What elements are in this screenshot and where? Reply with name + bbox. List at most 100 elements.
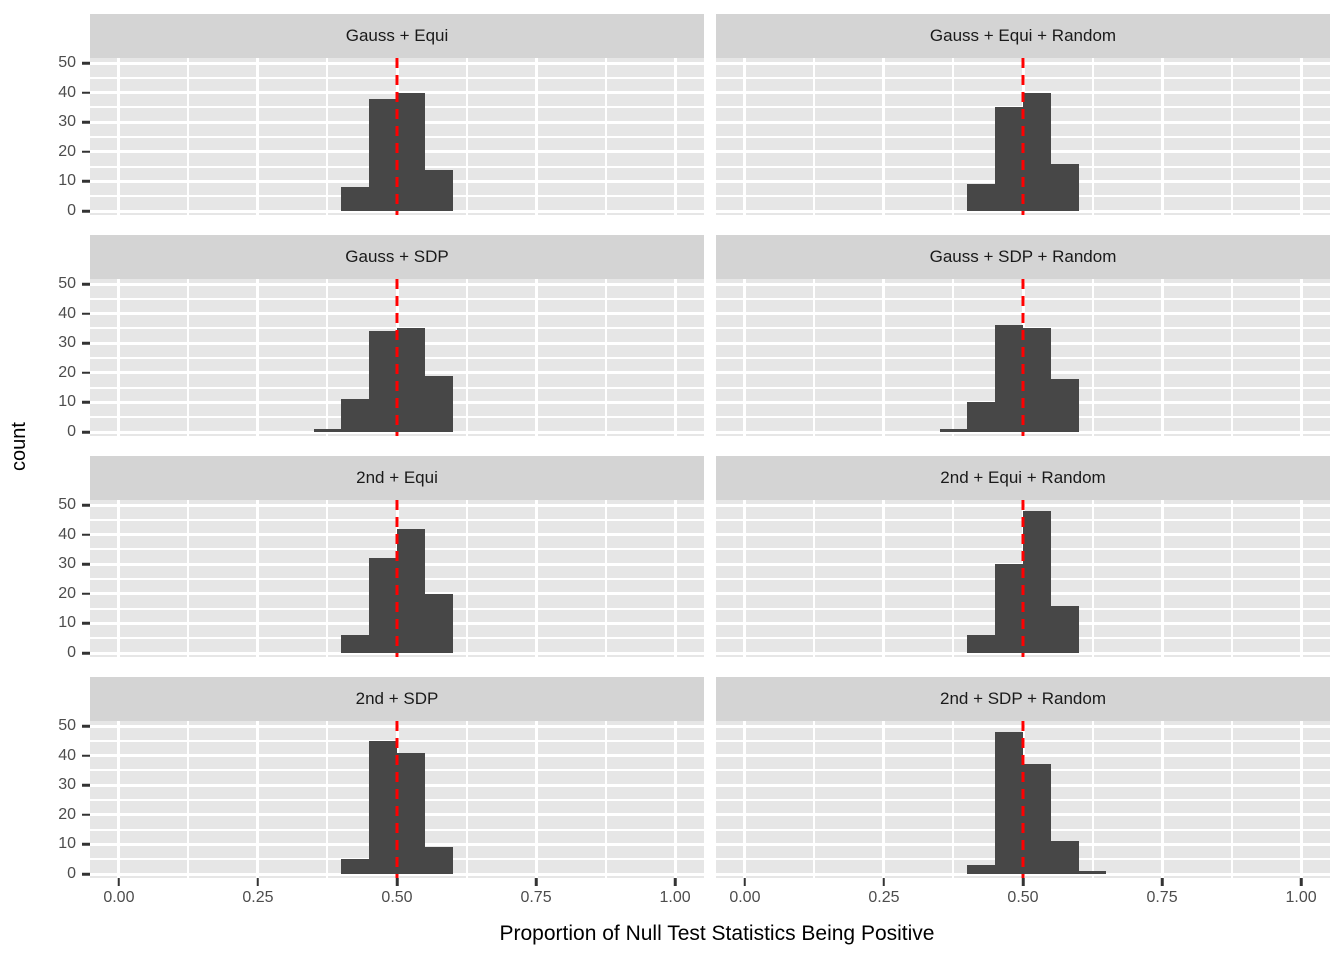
- histogram-bar: [369, 558, 397, 653]
- y-tick-mark: [82, 61, 90, 65]
- y-tick-mark: [82, 371, 90, 375]
- y-tick-label: 20: [58, 584, 76, 602]
- facet-strip: Gauss + SDP: [90, 235, 704, 279]
- y-axis-label-zone: 0 10 20 30 40 50: [38, 275, 90, 440]
- histogram-bar: [995, 107, 1023, 211]
- y-tick-mark: [82, 622, 90, 625]
- y-tick-mark: [82, 592, 90, 596]
- facet-panel: [90, 500, 704, 657]
- major-gridline-v: [673, 279, 677, 436]
- facet-panel: [90, 721, 704, 878]
- y-tick-mark: [82, 91, 90, 94]
- histogram-bar: [1023, 328, 1051, 432]
- y-tick-mark: [82, 651, 90, 655]
- reference-vline: [395, 721, 399, 878]
- x-axis-title: Proportion of Null Test Statistics Being…: [499, 922, 935, 945]
- minor-gridline-v: [952, 58, 955, 215]
- minor-gridline-v: [465, 58, 468, 215]
- y-tick-label: 40: [58, 525, 76, 543]
- y-tick-label: 10: [58, 614, 76, 632]
- facet-2nd-equi: 2nd + Equi: [90, 456, 704, 657]
- facet-strip: 2nd + Equi: [90, 456, 704, 500]
- major-gridline-v: [743, 279, 747, 436]
- x-tick-mark: [882, 878, 886, 886]
- histogram-bar: [939, 429, 968, 432]
- facet-gauss-equi: Gauss + Equi: [90, 14, 704, 215]
- minor-gridline-v: [465, 721, 468, 878]
- minor-gridline-v: [952, 721, 955, 878]
- major-gridline-v: [117, 721, 121, 878]
- y-axis-label-zone: 0 10 20 30 40 50: [38, 54, 90, 219]
- y-tick-mark: [82, 562, 90, 566]
- reference-vline: [1021, 279, 1025, 436]
- y-axis-spacer: [38, 235, 90, 279]
- minor-gridline-v: [326, 58, 329, 215]
- facet-strip: Gauss + SDP + Random: [716, 235, 1330, 279]
- major-gridline-v: [1299, 721, 1303, 878]
- histogram-bar: [995, 564, 1023, 653]
- major-gridline-v: [743, 500, 747, 657]
- y-axis-title-text: count: [7, 421, 30, 471]
- histogram-bar: [313, 429, 342, 432]
- y-tick-label: 40: [58, 746, 76, 764]
- histogram-bar: [424, 593, 453, 653]
- reference-vline: [1021, 58, 1025, 215]
- major-gridline-v: [673, 58, 677, 215]
- y-axis-labels-row-4: 0 10 20 30 40 50: [38, 677, 90, 882]
- minor-gridline-v: [952, 500, 955, 657]
- minor-gridline-v: [813, 721, 816, 878]
- facet-2nd-sdp: 2nd + SDP: [90, 677, 704, 878]
- minor-gridline-v: [1230, 721, 1233, 878]
- reference-vline: [395, 279, 399, 436]
- minor-gridline-v: [813, 58, 816, 215]
- minor-gridline-v: [326, 279, 329, 436]
- minor-gridline-v: [604, 58, 607, 215]
- x-tick-label: 1.00: [1285, 889, 1317, 906]
- minor-gridline-v: [1230, 58, 1233, 215]
- minor-gridline-v: [187, 58, 190, 215]
- x-tick-label: 0.50: [381, 889, 413, 906]
- major-gridline-v: [534, 279, 538, 436]
- y-tick-label: 0: [67, 644, 76, 661]
- y-tick-label: 30: [58, 113, 76, 131]
- y-tick-mark: [82, 341, 90, 345]
- histogram-bar: [397, 528, 425, 653]
- x-tick-mark: [1160, 878, 1164, 886]
- facet-strip: 2nd + SDP + Random: [716, 677, 1330, 721]
- facet-title: 2nd + SDP + Random: [939, 689, 1106, 708]
- histogram-bar: [1050, 378, 1079, 432]
- facet-panel: [716, 500, 1330, 657]
- histogram-bar: [397, 92, 425, 211]
- y-tick-label: 0: [67, 202, 76, 219]
- x-tick-label: 0.00: [729, 889, 761, 906]
- y-tick-label: 50: [58, 717, 76, 734]
- y-tick-mark: [82, 754, 90, 757]
- y-tick-label: 0: [67, 865, 76, 882]
- major-gridline-v: [882, 279, 886, 436]
- y-tick-label: 30: [58, 334, 76, 352]
- histogram-bar: [341, 859, 370, 874]
- histogram-bar: [397, 328, 425, 432]
- y-tick-label: 20: [58, 363, 76, 381]
- histogram-bar: [369, 98, 397, 211]
- x-tick-label: 0.75: [520, 889, 552, 906]
- minor-gridline-v: [187, 500, 190, 657]
- major-gridline-v: [117, 279, 121, 436]
- major-gridline-v: [256, 58, 260, 215]
- minor-gridline-v: [326, 500, 329, 657]
- y-tick-label: 20: [58, 142, 76, 160]
- x-axis-labels-col-2: 0.00 0.25 0.50 0.75 1.00: [716, 878, 1330, 918]
- major-gridline-v: [256, 721, 260, 878]
- y-tick-label: 50: [58, 54, 76, 71]
- histogram-bar: [397, 752, 425, 874]
- histogram-bar: [995, 731, 1023, 874]
- major-gridline-v: [534, 500, 538, 657]
- facet-strip: Gauss + Equi + Random: [716, 14, 1330, 58]
- histogram-bar: [967, 635, 996, 653]
- minor-gridline-v: [1091, 58, 1094, 215]
- facet-title: Gauss + Equi: [345, 26, 449, 45]
- major-gridline-v: [743, 721, 747, 878]
- minor-gridline-v: [604, 279, 607, 436]
- facet-2nd-sdp-random: 2nd + SDP + Random: [716, 677, 1330, 878]
